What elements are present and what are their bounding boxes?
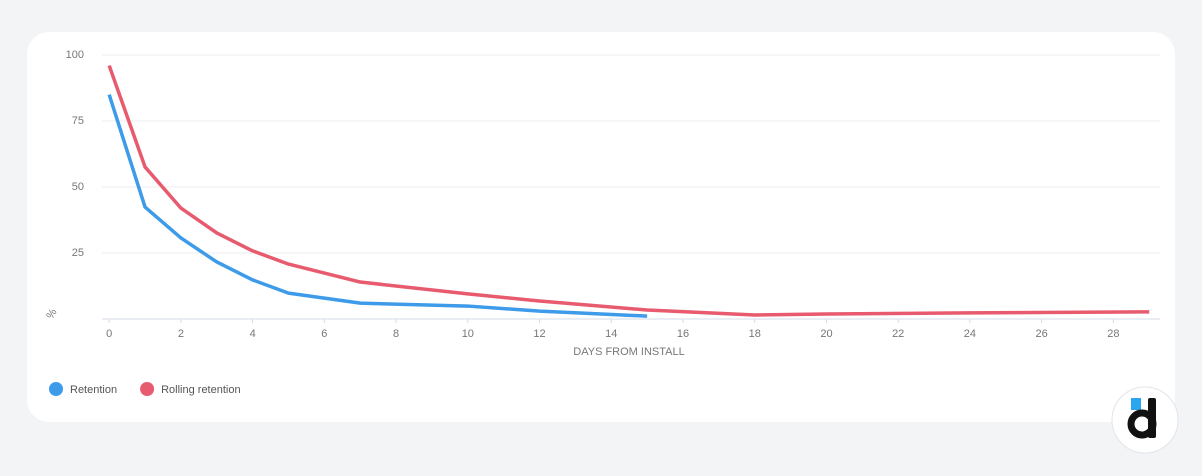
y-tick-label: 25 — [72, 247, 84, 259]
x-tick-label: 10 — [462, 328, 474, 340]
x-tick-label: 0 — [106, 328, 112, 340]
x-tick-label: 8 — [393, 328, 399, 340]
legend-label: Rolling retention — [161, 384, 241, 396]
chart-card — [27, 32, 1175, 422]
x-tick-label: 12 — [533, 328, 545, 340]
y-tick-label: 50 — [72, 181, 84, 193]
x-tick-label: 6 — [321, 328, 327, 340]
x-tick-label: 28 — [1107, 328, 1119, 340]
y-tick-label: 100 — [66, 49, 84, 61]
x-tick-label: 24 — [964, 328, 976, 340]
x-tick-label: 26 — [1036, 328, 1048, 340]
x-tick-label: 18 — [749, 328, 761, 340]
legend-marker — [140, 382, 155, 396]
x-axis-label: DAYS FROM INSTALL — [573, 346, 684, 358]
line-series — [107, 64, 1150, 317]
legend-marker — [49, 382, 63, 396]
x-tick-label: 2 — [178, 328, 184, 340]
x-tick-label: 4 — [250, 328, 256, 340]
line-series — [107, 94, 648, 318]
y-tick-label: 75 — [72, 115, 84, 127]
x-tick-label: 14 — [605, 328, 617, 340]
legend-label: Retention — [70, 384, 117, 396]
legend: Retention Rolling retention — [49, 382, 241, 396]
x-tick-label: 20 — [820, 328, 832, 340]
x-tick-label: 22 — [892, 328, 904, 340]
x-tick-label: 16 — [677, 328, 689, 340]
y-axis-label: % — [44, 307, 59, 322]
logo — [1111, 386, 1179, 454]
